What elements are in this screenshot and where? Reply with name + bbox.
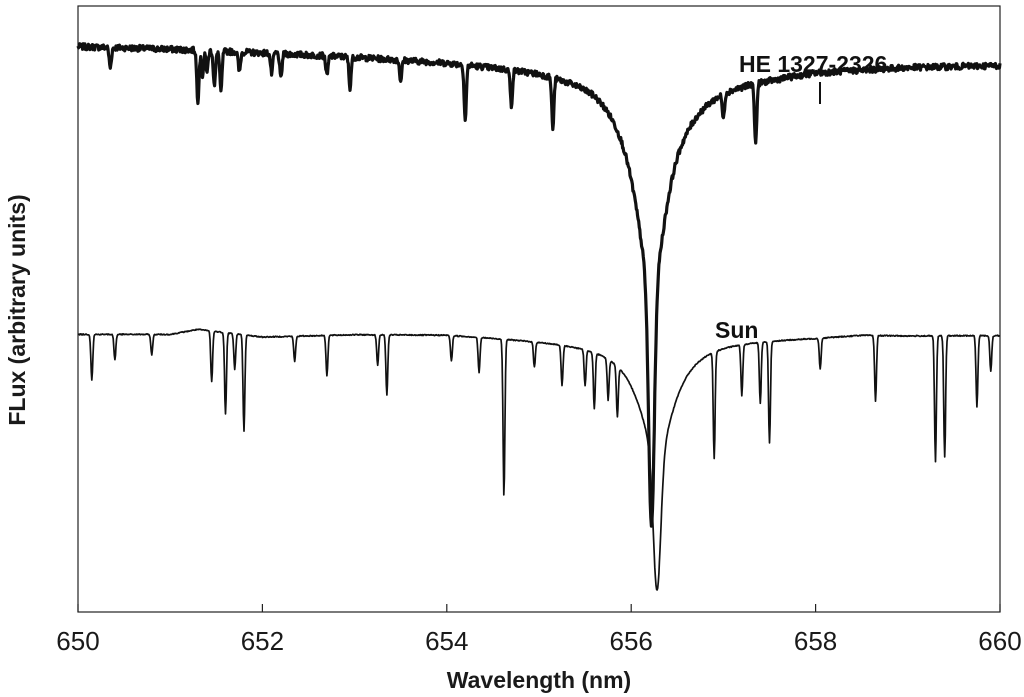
x-tick-label: 654 <box>425 626 468 656</box>
x-tick-label: 658 <box>794 626 837 656</box>
series-label-he1327: HE 1327-2326 <box>739 51 887 77</box>
x-tick-label: 650 <box>56 626 99 656</box>
series-label-sun: Sun <box>715 317 758 343</box>
y-axis-label: FLux (arbitrary units) <box>4 194 30 425</box>
x-tick-label: 656 <box>610 626 653 656</box>
x-axis-label: Wavelength (nm) <box>447 667 631 693</box>
x-tick-label: 652 <box>241 626 284 656</box>
x-axis: 650 652 654 656 658 660 <box>56 604 1022 656</box>
series-line-sun <box>77 328 1001 591</box>
x-tick-label: 660 <box>978 626 1021 656</box>
series-line-he1327 <box>76 42 1002 528</box>
series-group <box>76 42 1002 591</box>
plot-frame <box>77 5 1001 613</box>
